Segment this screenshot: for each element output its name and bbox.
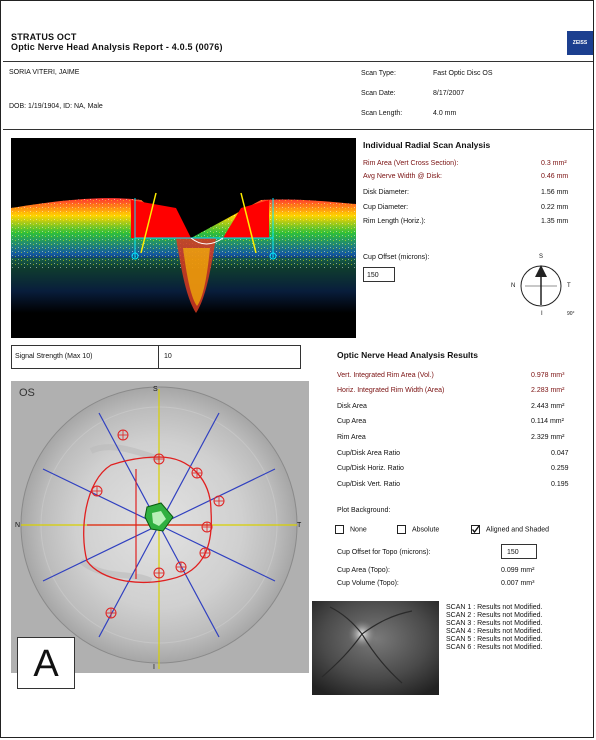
onh-row-value: 0.047	[551, 450, 569, 457]
plot-bg-none-label: None	[350, 526, 367, 534]
compass-degree: 90°	[567, 311, 575, 317]
onh-row-value: 2.329 mm²	[531, 434, 565, 441]
product-name: STRATUS OCT	[11, 32, 77, 42]
patient-name: SORIA VITERI, JAIME	[9, 69, 80, 76]
compass-s: S	[539, 254, 544, 260]
radial-row-label: Disk Diameter:	[363, 189, 409, 196]
orientation-compass	[520, 265, 562, 307]
radial-row-label: Avg Nerve Width @ Disk:	[363, 173, 442, 180]
scan-result-1: SCAN 1 : Results not Modified.	[446, 604, 543, 611]
check-icon	[471, 525, 480, 534]
radial-row-label: Rim Length (Horiz.):	[363, 218, 426, 225]
panel-letter-box: A	[17, 637, 75, 689]
radial-row-value: 1.35 mm	[541, 218, 569, 225]
onh-row-label: Cup Area	[337, 418, 367, 425]
cup-offset-label: Cup Offset (microns):	[363, 254, 430, 261]
onh-row-label: Vert. Integrated Rim Area (Vol.)	[337, 372, 434, 379]
radial-row-value: 0.46 mm	[541, 173, 569, 180]
topo-row-value: 0.099 mm²	[501, 567, 535, 574]
signal-strength-label: Signal Strength (Max 10)	[15, 353, 93, 360]
checkbox-aligned-checked[interactable]	[471, 525, 480, 534]
checkbox-none[interactable]	[335, 525, 344, 534]
compass-n: N	[511, 283, 516, 289]
onh-row-value: 2.283 mm²	[531, 387, 565, 394]
onh-row-value: 0.978 mm³	[531, 372, 565, 379]
topo-row-label: Cup Volume (Topo):	[337, 580, 399, 587]
scan-result-4: SCAN 4 : Results not Modified.	[446, 628, 543, 635]
scan-date-label: Scan Date:	[361, 90, 396, 97]
radial-row-label: Cup Diameter:	[363, 204, 409, 211]
scan-type-value: Fast Optic Disc OS	[433, 70, 493, 77]
radial-row-value: 1.56 mm	[541, 189, 569, 196]
topo-s-label: S	[153, 386, 158, 393]
topo-map-graphic	[11, 381, 309, 673]
scan-result-5: SCAN 5 : Results not Modified.	[446, 636, 543, 643]
radial-row-value: 0.3 mm²	[541, 160, 567, 167]
onh-row-label: Horiz. Integrated Rim Width (Area)	[337, 387, 445, 394]
onh-row-label: Disk Area	[337, 403, 367, 410]
fundus-image	[312, 601, 439, 695]
radial-scan-image	[11, 138, 356, 338]
topo-offset-label: Cup Offset for Topo (microns):	[337, 549, 431, 556]
oct-scan-graphic	[11, 138, 356, 338]
onh-row-value: 0.195	[551, 481, 569, 488]
scan-result-6: SCAN 6 : Results not Modified.	[446, 644, 543, 651]
patient-divider	[3, 129, 593, 130]
fundus-graphic	[312, 601, 439, 695]
scan-length-value: 4.0 mm	[433, 110, 457, 117]
eye-label: OS	[19, 387, 35, 399]
plot-background-label: Plot Background:	[337, 507, 391, 514]
onh-row-value: 0.114 mm²	[531, 418, 564, 425]
scan-result-2: SCAN 2 : Results not Modified.	[446, 612, 543, 619]
onh-row-label: Rim Area	[337, 434, 366, 441]
onh-row-label: Cup/Disk Area Ratio	[337, 450, 401, 457]
onh-row-label: Cup/Disk Vert. Ratio	[337, 481, 401, 488]
scan-date-value: 8/17/2007	[433, 90, 465, 97]
radial-row-label: Rim Area (Vert Cross Section):	[363, 160, 459, 167]
scan-type-label: Scan Type:	[361, 70, 396, 77]
zeiss-logo: ZEISS	[567, 31, 593, 55]
topo-offset-input[interactable]: 150	[501, 544, 537, 559]
plot-bg-aligned-label: Aligned and Shaded	[486, 526, 550, 534]
plot-bg-absolute-label: Absolute	[412, 526, 440, 534]
signal-strength-box: Signal Strength (Max 10) 10	[11, 345, 301, 369]
topo-i-label: I	[153, 664, 155, 671]
panel-letter: A	[33, 643, 59, 685]
compass-t: T	[567, 283, 571, 289]
checkbox-absolute[interactable]	[397, 525, 406, 534]
onh-row-value: 2.443 mm²	[531, 403, 565, 410]
onh-results-title: Optic Nerve Head Analysis Results	[337, 350, 478, 360]
topo-t-label: T	[297, 522, 302, 529]
topo-row-label: Cup Area (Topo):	[337, 567, 390, 574]
compass-i: I	[541, 311, 543, 317]
topographic-map: OS S N T I	[11, 381, 309, 673]
plot-bg-aligned[interactable]: Aligned and Shaded	[471, 525, 549, 534]
signal-divider	[158, 346, 159, 368]
onh-row-value: 0.259	[551, 465, 569, 472]
cup-offset-input[interactable]: 150	[363, 267, 395, 282]
topo-row-value: 0.007 mm³	[501, 580, 535, 587]
onh-row-label: Cup/Disk Horiz. Ratio	[337, 465, 404, 472]
signal-strength-value: 10	[164, 353, 172, 360]
header-divider	[3, 61, 593, 62]
plot-bg-absolute[interactable]: Absolute	[397, 525, 439, 534]
plot-bg-none[interactable]: None	[335, 525, 367, 534]
patient-dob: DOB: 1/19/1904, ID: NA, Male	[9, 103, 103, 110]
report-title: Optic Nerve Head Analysis Report - 4.0.5…	[11, 42, 223, 52]
topo-n-label: N	[15, 522, 21, 529]
radial-row-value: 0.22 mm	[541, 204, 569, 211]
logo-text: ZEISS	[572, 40, 588, 46]
scan-result-3: SCAN 3 : Results not Modified.	[446, 620, 543, 627]
radial-analysis-title: Individual Radial Scan Analysis	[363, 140, 491, 150]
scan-length-label: Scan Length:	[361, 110, 403, 117]
